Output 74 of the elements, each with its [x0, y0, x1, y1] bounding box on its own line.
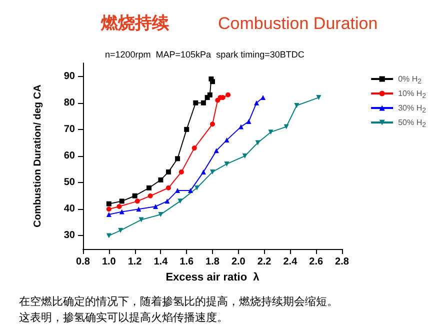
text: 在空燃比确定的情况下，随着掺氢比的提高，燃烧持续期会缩短。	[19, 295, 338, 308]
point	[268, 130, 274, 135]
x-tick-label: 1.0	[102, 256, 116, 268]
point	[192, 146, 197, 151]
point	[106, 212, 112, 217]
point	[200, 100, 206, 106]
point	[255, 140, 260, 146]
point	[118, 228, 124, 233]
point	[119, 198, 124, 204]
x-tick-label: 1.4	[154, 256, 168, 268]
point	[254, 100, 260, 106]
point	[106, 233, 112, 238]
point	[116, 204, 122, 209]
x-tick-label: 2.0	[231, 256, 246, 268]
point	[106, 201, 112, 206]
y-tick-label: 30	[64, 230, 76, 242]
point	[119, 209, 124, 214]
point	[158, 212, 164, 217]
point	[164, 198, 170, 204]
point	[242, 154, 248, 158]
point	[166, 185, 171, 190]
x-tick-label: 2.8	[335, 256, 350, 268]
point	[184, 126, 190, 132]
point	[238, 124, 244, 130]
x-tick-label: 2.4	[283, 256, 298, 268]
point	[136, 206, 142, 212]
point	[214, 148, 219, 154]
point	[226, 92, 231, 98]
point	[260, 95, 266, 100]
point	[134, 198, 140, 204]
y-tick-label: 50	[64, 177, 76, 188]
point	[207, 92, 212, 98]
y-axis-title: Combustion Duration/ deg CA	[32, 84, 44, 228]
point	[224, 138, 230, 143]
text: n=1200rpm MAP=105kPa spark timing=30BTDC	[105, 50, 305, 60]
x-tick-label: 2.2	[257, 256, 272, 268]
y-tick-label: 60	[64, 150, 76, 162]
point	[188, 188, 193, 194]
point	[210, 169, 215, 174]
y-tick-label: 80	[64, 97, 76, 108]
point	[200, 169, 206, 174]
point	[146, 185, 152, 190]
point	[166, 169, 171, 174]
point	[175, 188, 180, 194]
point	[178, 198, 183, 204]
x-tick-label: 1.2	[128, 256, 142, 268]
point	[210, 122, 215, 127]
point	[106, 206, 112, 212]
x-tick-label: 1.8	[206, 256, 220, 268]
point	[158, 177, 164, 182]
point	[316, 95, 322, 100]
point	[194, 185, 200, 190]
point	[132, 193, 138, 198]
point	[153, 204, 158, 209]
y-tick-label: 40	[64, 204, 76, 215]
y-tick-label: 70	[64, 124, 76, 135]
point	[175, 156, 180, 162]
point	[284, 124, 289, 130]
chart-title: 燃烧持续	[100, 14, 170, 34]
point	[224, 161, 230, 166]
point	[294, 103, 300, 108]
x-tick-label: 0.8	[76, 256, 90, 268]
point	[148, 193, 153, 198]
point	[193, 100, 198, 106]
point	[138, 217, 144, 222]
x-tick-label: 2.6	[309, 256, 324, 268]
x-axis-title: Excess air ratio λ	[166, 271, 260, 284]
x-tick-label: 1.6	[180, 256, 194, 268]
point	[210, 79, 215, 84]
chart-subtitle: Combustion Duration	[218, 14, 378, 33]
point	[178, 169, 184, 174]
y-tick-label: 90	[64, 70, 76, 82]
text: 这表明，掺氢确实可以提高火焰传播速度。	[19, 311, 228, 324]
point	[246, 118, 252, 124]
